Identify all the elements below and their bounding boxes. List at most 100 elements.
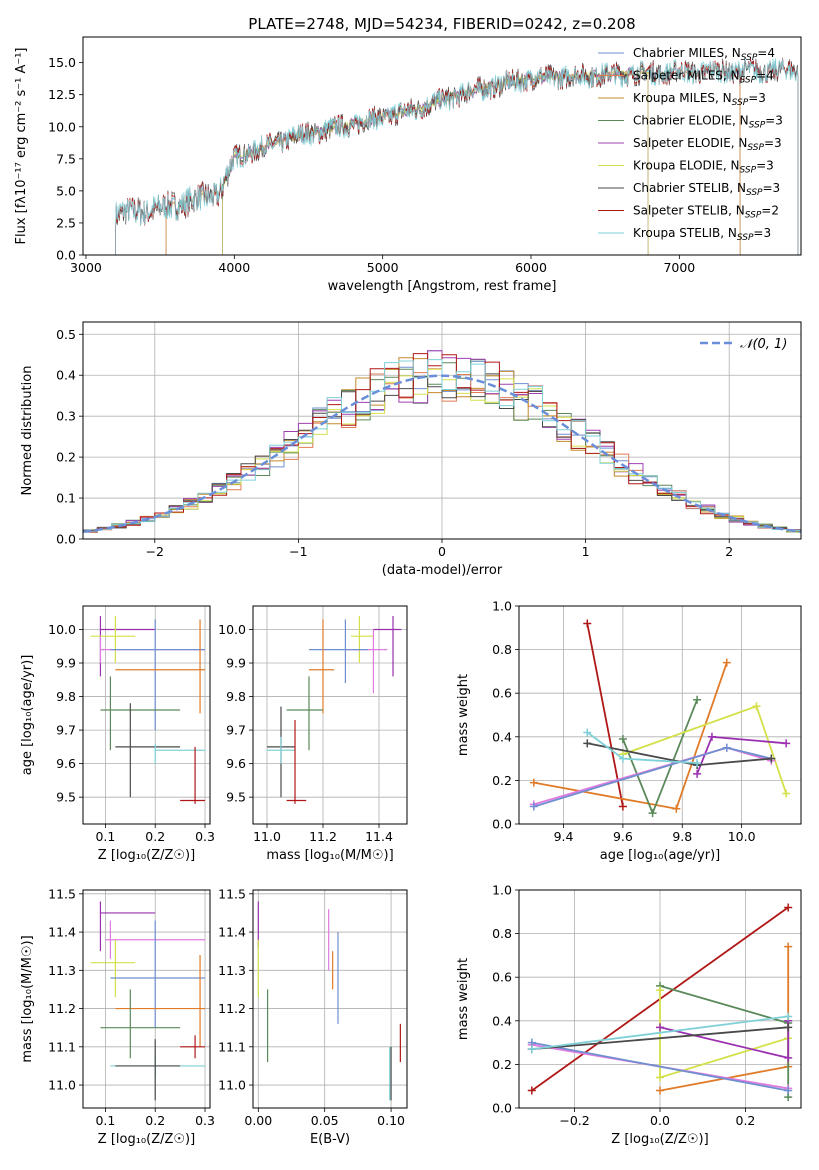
weight-marker xyxy=(656,1086,664,1095)
y-tick-label: 9.8 xyxy=(56,689,76,704)
legend-entry: Salpeter STELIB, NSSP=2 xyxy=(633,204,779,221)
y-tick-label: 1.0 xyxy=(492,599,512,614)
x-tick-label: 7000 xyxy=(663,260,695,275)
weight-marker xyxy=(784,1023,793,1032)
x-tick-label: 9.4 xyxy=(554,829,574,844)
y-tick-label: 7.5 xyxy=(56,151,76,166)
weight-marker xyxy=(707,732,716,741)
x-tick-label: 5000 xyxy=(367,260,399,275)
weight-marker xyxy=(784,1053,793,1062)
y-tick-label: 11.1 xyxy=(218,1039,246,1054)
axes-frame xyxy=(82,889,211,1109)
y-tick-label: 11.0 xyxy=(218,1078,246,1093)
x-axis-label: Z [log₁₀(Z/Z☉)] xyxy=(611,1132,708,1147)
y-tick-label: 0.6 xyxy=(492,686,512,701)
x-tick-label: 0.2 xyxy=(145,1113,165,1128)
weight-marker xyxy=(784,1012,793,1021)
x-tick-label: 0.00 xyxy=(244,1113,272,1128)
residual-hists xyxy=(83,350,801,535)
y-tick-label: 11.2 xyxy=(48,1001,76,1016)
y-axis-label: Flux [fλ10⁻¹⁷ erg cm⁻² s⁻¹ A⁻¹] xyxy=(14,48,29,245)
weight-marker xyxy=(784,903,793,912)
legend-entry: 𝒩(0, 1) xyxy=(740,337,787,352)
x-tick-label: 0.05 xyxy=(311,1113,339,1128)
weight-marker xyxy=(752,702,761,711)
weight-marker xyxy=(693,695,702,704)
weight-marker xyxy=(583,739,592,748)
y-tick-label: 0.0 xyxy=(492,1101,512,1116)
x-tick-label: 4000 xyxy=(218,260,250,275)
y-tick-label: 9.6 xyxy=(56,756,76,771)
x-tick-label: 0 xyxy=(438,544,446,559)
spectrum-line xyxy=(222,65,649,255)
panel-z_age: 0.1 0.2 0.3 9.5 9.6 9.7 9.8 9.9 10.0 Z [log₁₀(Z/Z… xyxy=(20,605,215,863)
y-tick-label: 11.0 xyxy=(48,1078,76,1093)
x-tick-label: 6000 xyxy=(515,260,547,275)
y-tick-label: 9.5 xyxy=(226,790,246,805)
gaussian-curve xyxy=(83,374,801,534)
y-axis-label: mass weight xyxy=(456,958,471,1040)
weight-marker xyxy=(782,789,791,798)
y-tick-label: 0.6 xyxy=(492,970,512,985)
y-tick-label: 9.6 xyxy=(226,756,246,771)
y-tick-label: 5.0 xyxy=(56,183,76,198)
weight-marker xyxy=(722,658,731,667)
panel-residuals: −2 −1 0 1 2 0.0 0.1 0.2 0.3 0.4 0.5 (data-model)/er… xyxy=(20,321,802,578)
x-tick-label: 1 xyxy=(582,544,590,559)
weight-line xyxy=(659,1020,790,1060)
y-tick-label: 0.0 xyxy=(56,248,76,263)
y-tick-label: 11.5 xyxy=(48,886,76,901)
x-tick-label: 0.0 xyxy=(650,1113,670,1128)
weight-marker xyxy=(527,1086,536,1095)
y-tick-label: 0.4 xyxy=(492,729,512,744)
legend-entry: Chabrier STELIB, NSSP=3 xyxy=(633,181,780,198)
weight-line xyxy=(531,1015,789,1050)
x-tick-label: 0.1 xyxy=(95,829,115,844)
weight-line xyxy=(586,623,624,807)
weight-line xyxy=(533,662,728,810)
y-tick-label: 0.4 xyxy=(492,1013,512,1028)
y-tick-label: 10.0 xyxy=(48,119,76,134)
y-tick-label: 11.4 xyxy=(48,925,76,940)
axes-frame xyxy=(82,605,211,825)
error-bars xyxy=(90,901,206,1101)
y-tick-label: 11.4 xyxy=(218,925,246,940)
spectrum-line xyxy=(115,58,799,255)
x-axis-label: Z [log₁₀(Z/Z☉)] xyxy=(98,848,195,863)
legend-entry: Kroupa ELODIE, NSSP=3 xyxy=(633,159,774,176)
legend-entry: Chabrier ELODIE, NSSP=3 xyxy=(633,114,783,131)
x-tick-label: 11.4 xyxy=(365,829,393,844)
y-axis-label: mass weight xyxy=(456,674,471,756)
spectrum-lines xyxy=(115,57,799,255)
weight-line xyxy=(531,1026,789,1050)
y-tick-label: 2.5 xyxy=(56,215,76,230)
y-tick-label: 9.5 xyxy=(56,790,76,805)
weight-marker xyxy=(529,778,538,787)
weight-marker xyxy=(529,802,538,811)
x-tick-label: −2 xyxy=(146,544,164,559)
x-tick-label: 0.2 xyxy=(145,829,165,844)
x-tick-label: 0.2 xyxy=(736,1113,756,1128)
panel-mass_age: 11.0 11.2 11.4 9.5 9.6 9.7 9.8 9.9 10.0 mass [log… xyxy=(218,605,408,863)
axes-frame xyxy=(252,605,408,825)
y-tick-label: 9.9 xyxy=(226,656,246,671)
y-tick-label: 0.2 xyxy=(56,450,76,465)
x-axis-label: (data-model)/error xyxy=(382,563,503,578)
panel-age_weight: 9.4 9.6 9.8 10.0 0.0 0.2 0.4 0.6 0.8 1.0 age [log₁… xyxy=(456,599,802,863)
error-bars xyxy=(90,616,206,804)
x-tick-label: 9.6 xyxy=(613,829,633,844)
spectrum-line xyxy=(222,67,649,255)
y-axis-label: mass [log₁₀(M/M☉)] xyxy=(20,935,35,1062)
legend-entry: Salpeter MILES, NSSP=4 xyxy=(633,69,774,86)
legend-entry: Chabrier MILES, NSSP=4 xyxy=(633,46,775,63)
spectrum-line xyxy=(222,66,649,255)
x-axis-label: mass [log₁₀(M/M☉)] xyxy=(266,848,393,863)
y-tick-label: 9.8 xyxy=(226,689,246,704)
weight-marker xyxy=(782,739,791,748)
weight-marker xyxy=(656,986,664,995)
error-bars xyxy=(257,901,401,1101)
x-tick-label: 11.2 xyxy=(309,829,337,844)
axes-frame xyxy=(82,36,802,256)
weight-marker xyxy=(767,754,776,763)
